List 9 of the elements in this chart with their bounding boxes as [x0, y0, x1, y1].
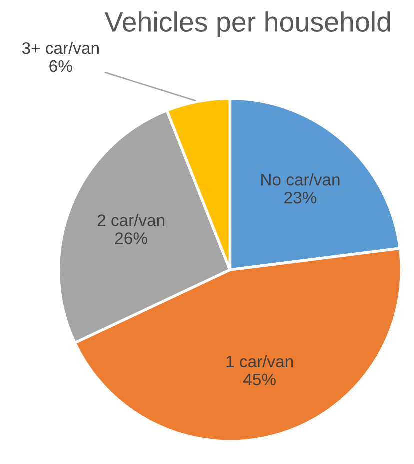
slice-label: 3+ car/van — [22, 42, 99, 54]
data-label: 6% — [50, 60, 72, 72]
data-label: 45% — [244, 374, 276, 386]
slice-label: 2 car/van — [98, 214, 165, 226]
slice-label: No car/van — [262, 174, 340, 186]
data-label: 26% — [116, 232, 148, 244]
slice-label: 1 car/van — [226, 355, 294, 368]
chart-title: Vehicles per household — [104, 12, 390, 38]
data-label: 23% — [284, 192, 317, 204]
